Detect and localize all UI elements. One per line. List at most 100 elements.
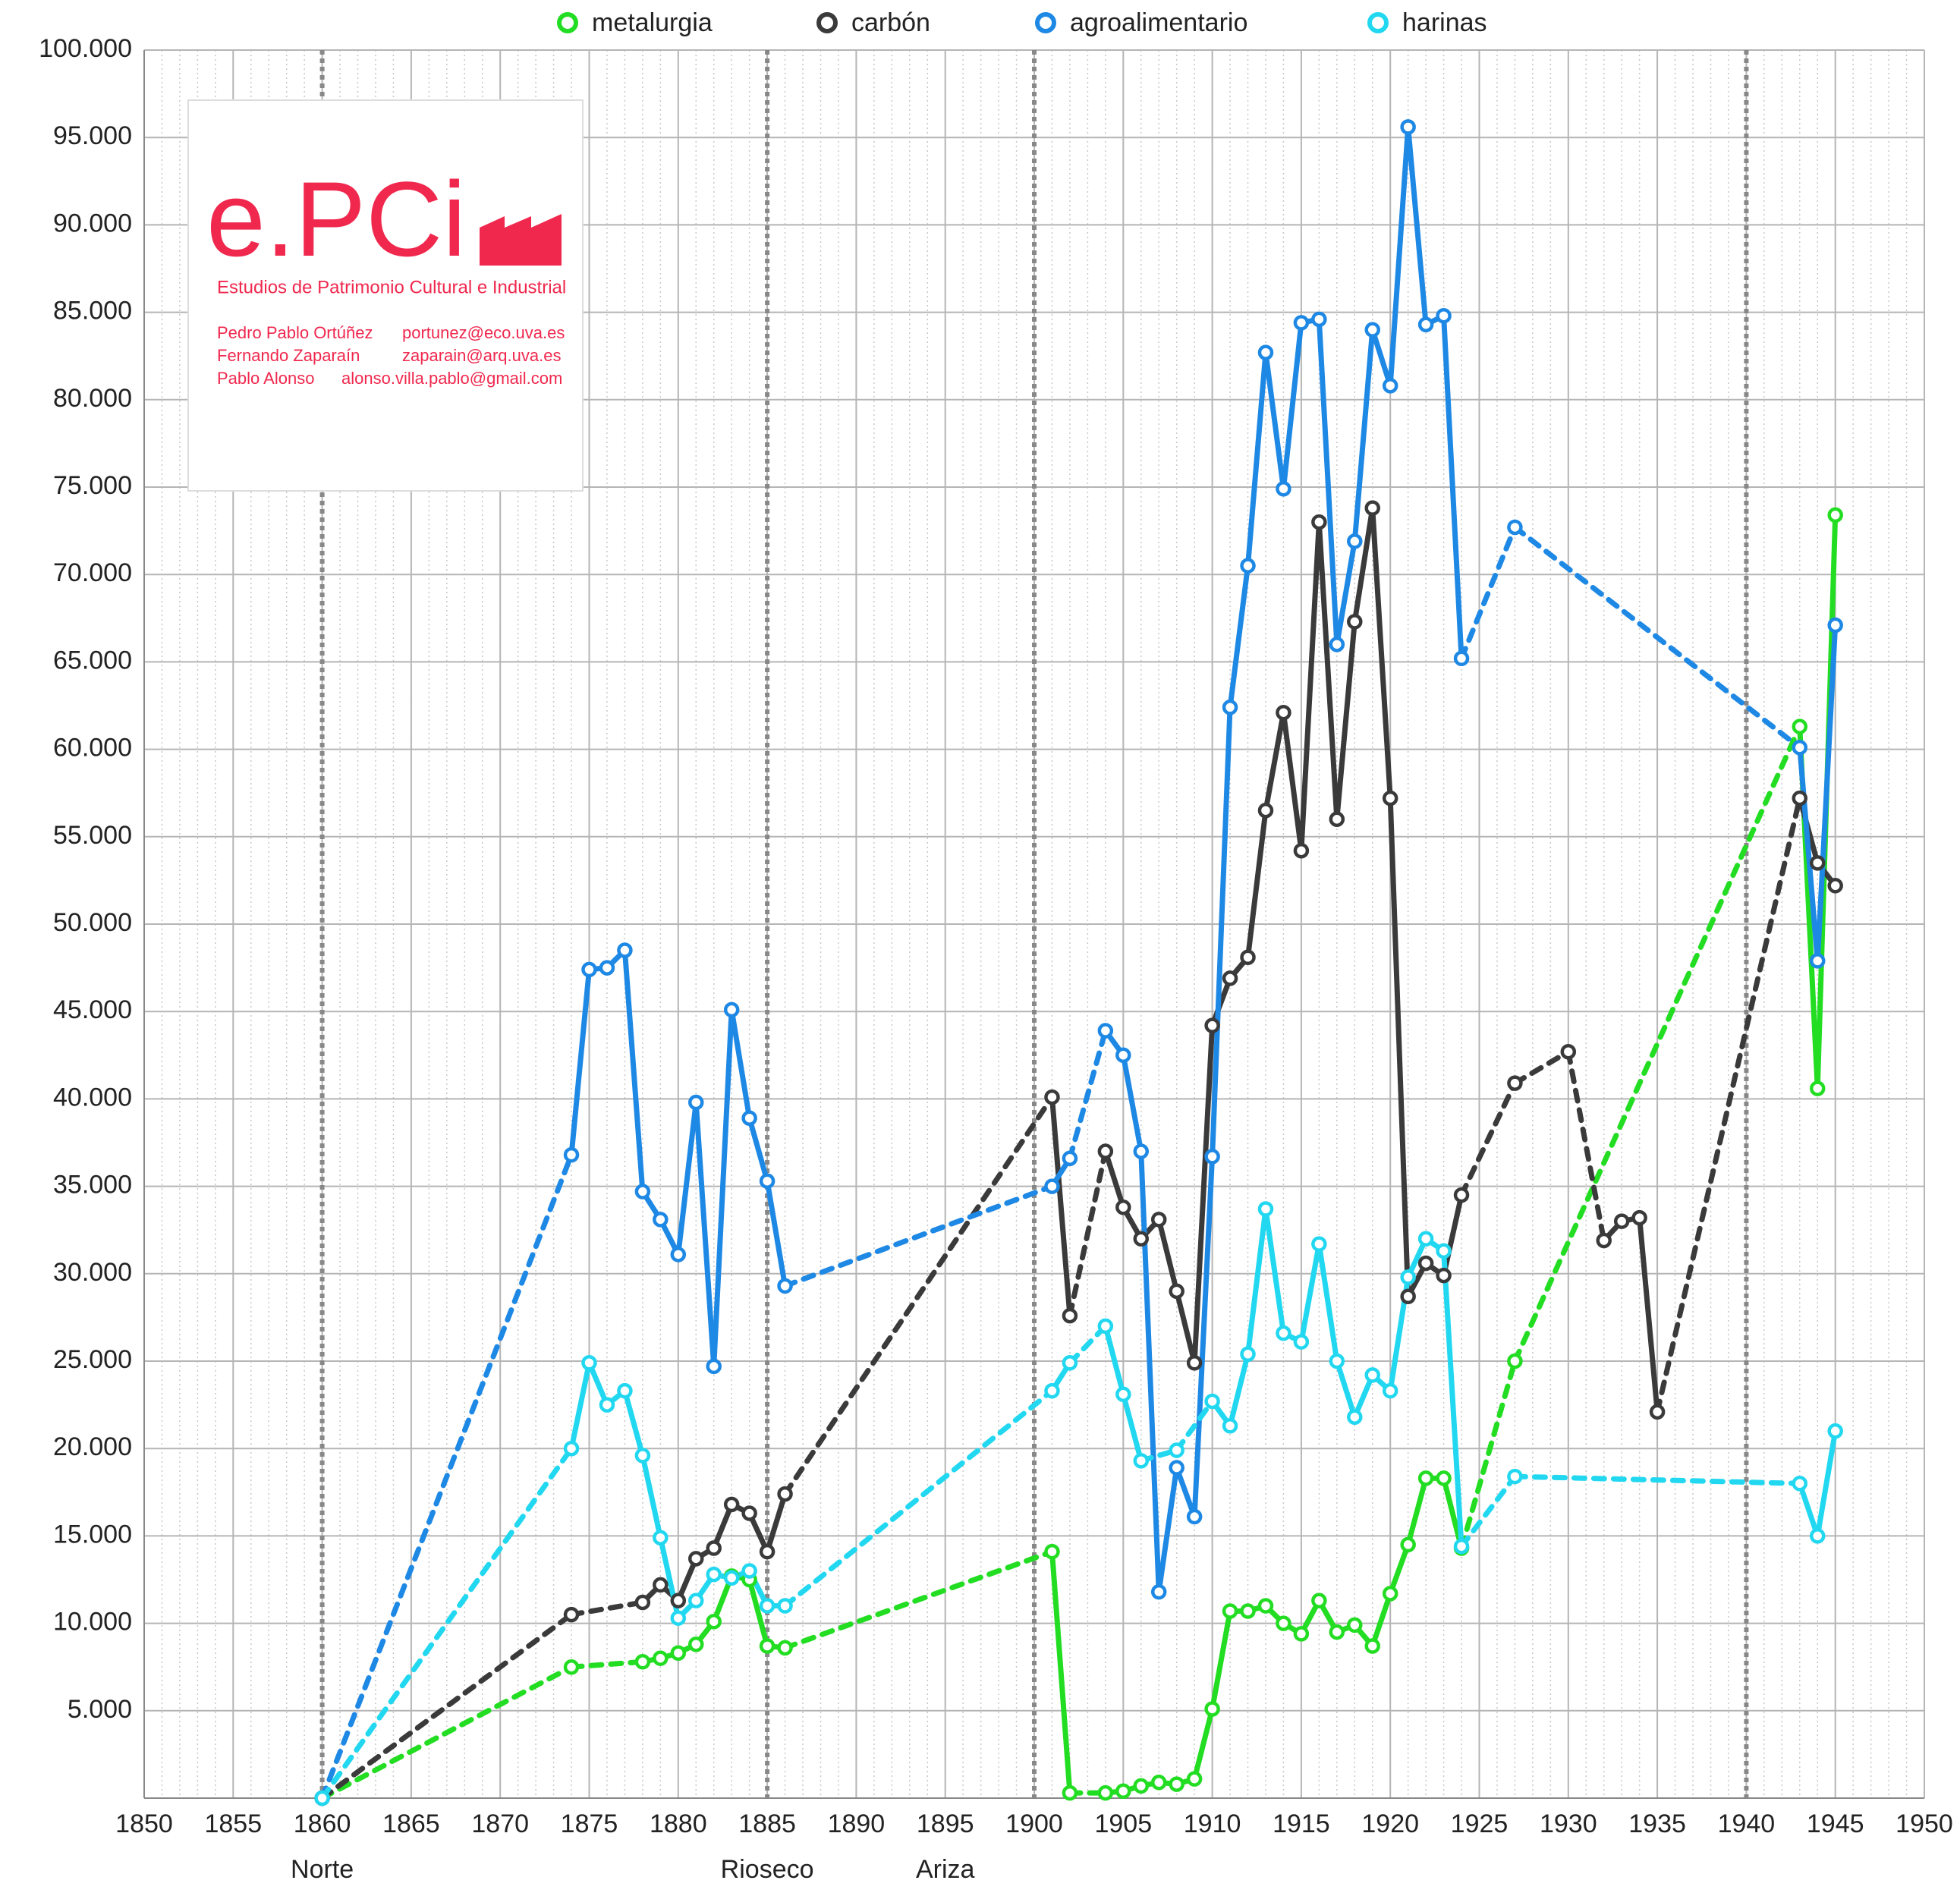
y-tick-label: 100.000	[39, 34, 132, 63]
point	[1240, 1346, 1256, 1363]
point	[634, 1594, 651, 1611]
x-tick-label: 1860	[294, 1810, 351, 1838]
logo-email: portunez@eco.uva.es	[402, 323, 565, 342]
point	[1400, 1536, 1416, 1553]
point	[1150, 1212, 1167, 1228]
line-segment	[1316, 519, 1340, 822]
point	[563, 1146, 580, 1163]
point	[1792, 718, 1808, 734]
point	[706, 1566, 722, 1583]
point	[688, 1551, 704, 1567]
line-segment	[1512, 524, 1803, 750]
line-segment	[568, 1659, 646, 1670]
line-segment	[1103, 1323, 1126, 1398]
line-segment	[1637, 1215, 1660, 1415]
point	[1293, 1334, 1310, 1350]
logo-email: zaparain@arq.uva.es	[402, 346, 561, 365]
point	[1044, 1382, 1060, 1399]
point	[1115, 1047, 1131, 1064]
line-segment	[1174, 1288, 1197, 1366]
line-segment	[1458, 1080, 1518, 1198]
point	[1204, 1701, 1220, 1717]
line-segment	[1441, 313, 1464, 662]
line-segment	[1174, 1465, 1197, 1520]
line-segment	[1263, 1206, 1286, 1336]
point	[1062, 1784, 1078, 1801]
y-tick-label: 50.000	[53, 908, 132, 937]
line-segment	[782, 1184, 1055, 1289]
annotation: Norte	[291, 1855, 354, 1884]
point	[688, 1593, 704, 1608]
x-tick-label: 1905	[1094, 1810, 1152, 1838]
point	[759, 1598, 776, 1614]
line-segment	[1334, 538, 1358, 647]
x-tick-label: 1865	[382, 1810, 440, 1838]
point	[1827, 617, 1843, 634]
point	[1097, 1784, 1114, 1801]
y-tick-label: 85.000	[53, 297, 132, 325]
line-segment	[1316, 1241, 1340, 1364]
point	[777, 1278, 793, 1294]
y-tick-label: 20.000	[53, 1432, 132, 1461]
point	[1044, 1178, 1060, 1194]
point	[1792, 1476, 1808, 1492]
legend-label: agroalimentario	[1070, 8, 1247, 37]
point	[634, 1654, 651, 1670]
point	[1507, 1353, 1523, 1369]
point	[1417, 316, 1434, 332]
point	[759, 1638, 776, 1654]
point	[777, 1640, 793, 1656]
line-segment	[1441, 1248, 1464, 1549]
line-segment	[1210, 1608, 1233, 1712]
point	[581, 1355, 597, 1371]
line-segment	[675, 1099, 699, 1257]
point	[1436, 1243, 1452, 1259]
line-segment	[621, 948, 646, 1195]
line-segment	[1387, 124, 1411, 388]
grid: 5.000 10.000 15.000 20.000 25.000 30.000 35.00…	[39, 34, 1953, 1884]
line-segment	[782, 1388, 1055, 1609]
line-segment	[1156, 1465, 1180, 1595]
point	[1364, 500, 1380, 516]
x-tick-label: 1900	[1005, 1810, 1063, 1838]
point	[1062, 1307, 1078, 1324]
point	[1347, 614, 1363, 630]
point	[1382, 1382, 1398, 1399]
plot: metalurgia carbón agroalimentario harinas	[314, 8, 1843, 1806]
x-tick-label: 1910	[1184, 1810, 1241, 1838]
y-tick-label: 75.000	[53, 471, 132, 500]
y-tick-label: 10.000	[53, 1608, 132, 1637]
x-tick-label: 1875	[561, 1810, 618, 1838]
point	[1044, 1089, 1060, 1105]
point	[1097, 1143, 1114, 1159]
logo-name: Fernando Zaparaín	[217, 346, 360, 365]
logo-email: alonso.villa.pablo@gmail.com	[341, 369, 562, 388]
point	[1044, 1543, 1060, 1560]
point	[1792, 790, 1808, 807]
line-segment	[568, 1360, 592, 1451]
point	[1222, 1603, 1238, 1619]
point	[653, 1530, 669, 1545]
point	[1150, 1775, 1167, 1791]
point	[1097, 1023, 1114, 1039]
point	[1436, 1470, 1452, 1486]
line-segment	[621, 1388, 646, 1458]
point	[1276, 1325, 1291, 1341]
y-tick-label: 80.000	[53, 384, 132, 413]
line-segment	[1565, 1049, 1607, 1244]
x-tick-label: 1925	[1451, 1810, 1509, 1838]
line-segment	[1387, 795, 1411, 1300]
point	[1222, 1417, 1238, 1434]
line-segment	[1049, 1549, 1073, 1796]
line-segment	[1351, 327, 1376, 544]
line-segment	[1512, 1049, 1571, 1086]
y-tick-label: 25.000	[53, 1345, 132, 1374]
line-segment	[1405, 1475, 1429, 1548]
point	[314, 1790, 330, 1806]
line-segment	[1263, 709, 1286, 813]
line-segment	[568, 967, 592, 1158]
point	[1417, 1470, 1434, 1486]
line-segment	[319, 1445, 574, 1801]
point	[1364, 1367, 1380, 1383]
x-tick-label: 1935	[1628, 1810, 1686, 1838]
